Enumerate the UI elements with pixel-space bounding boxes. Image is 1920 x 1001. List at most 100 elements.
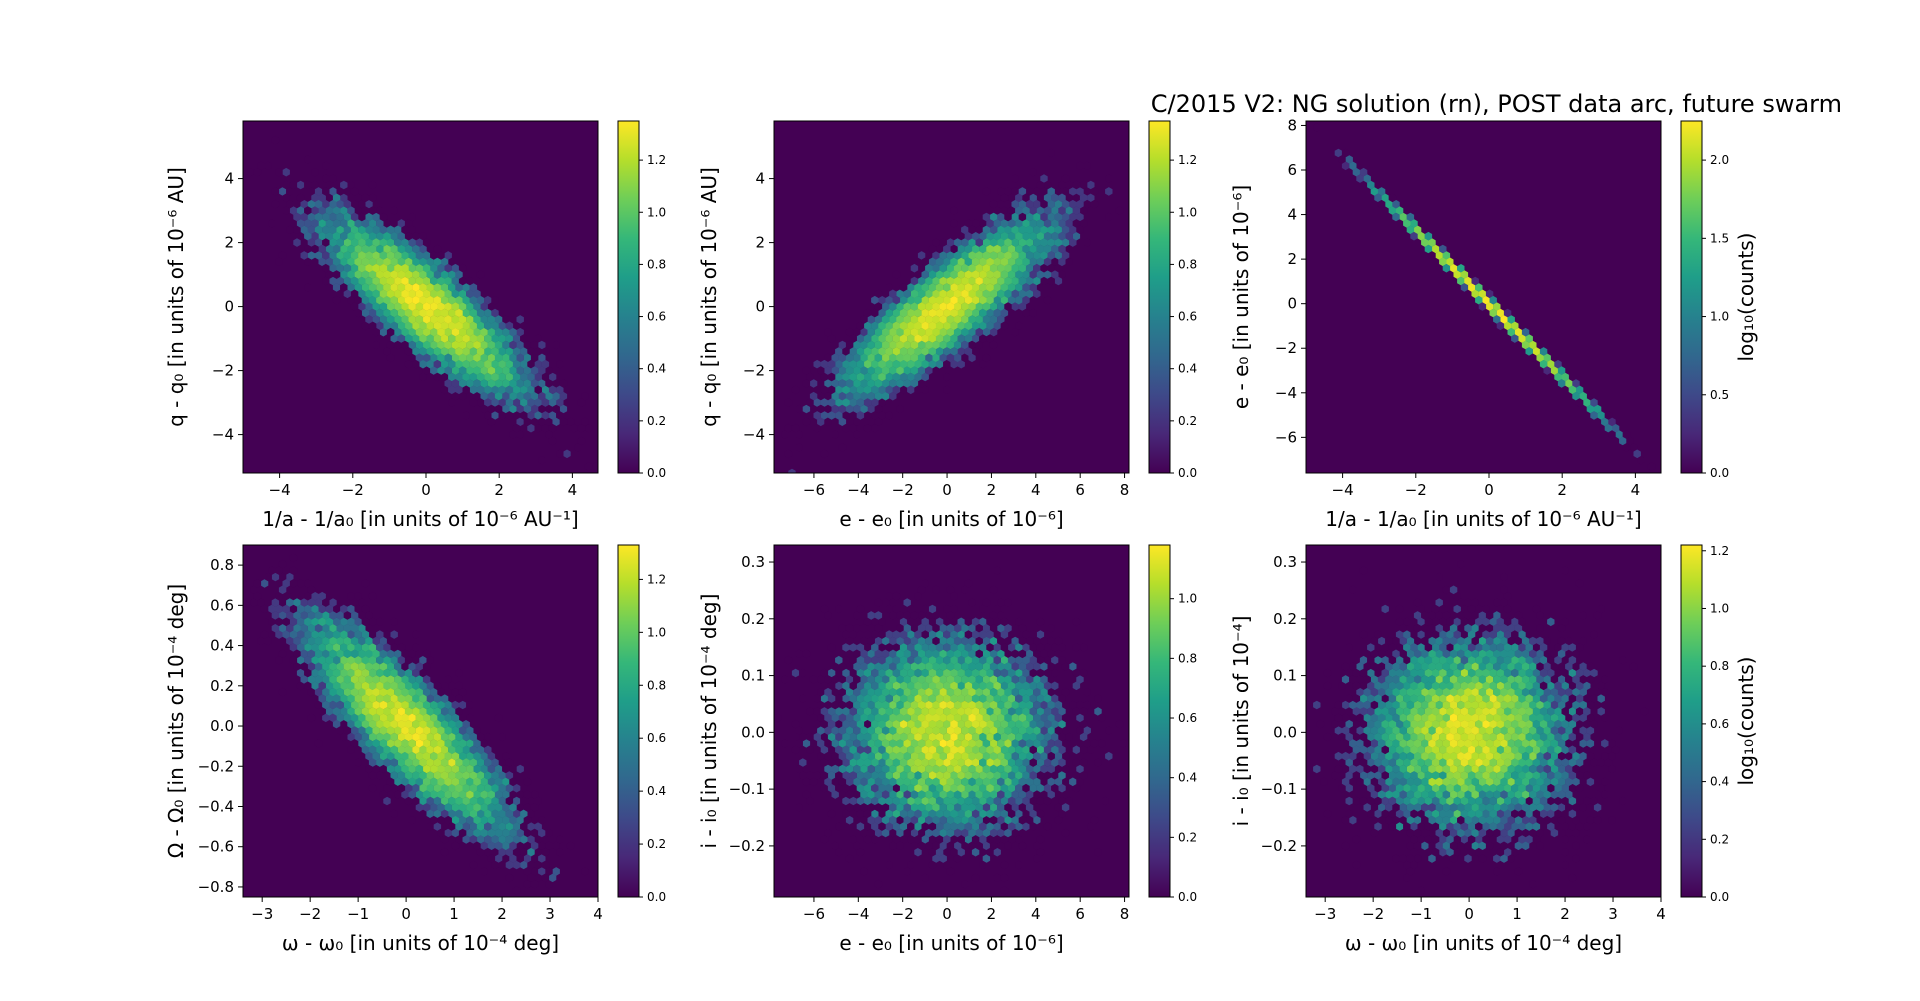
hex-cell	[1435, 598, 1443, 607]
hex-cell	[1485, 675, 1494, 684]
hex-cell	[943, 668, 951, 678]
y-tick-label: −0.1	[1261, 780, 1297, 798]
hex-cell	[480, 790, 488, 799]
hex-cell	[856, 847, 865, 857]
hex-cell	[1496, 835, 1505, 844]
hex-cell	[899, 668, 908, 678]
hex-cell	[372, 327, 380, 337]
hex-cell	[971, 655, 980, 665]
hex-cell	[469, 809, 478, 819]
hex-cell	[372, 687, 380, 697]
hex-cell	[827, 398, 836, 407]
hex-cell	[383, 257, 391, 267]
hex-cell	[1572, 854, 1580, 863]
hex-cell	[1374, 694, 1382, 703]
hex-cell	[943, 745, 951, 755]
hex-cell	[1453, 617, 1461, 627]
hex-cell	[1543, 790, 1551, 799]
hex-cell	[1601, 687, 1609, 697]
hex-cell	[516, 327, 524, 337]
hex-cell	[939, 302, 947, 311]
hex-cell	[874, 649, 883, 659]
hex-cell	[361, 630, 370, 639]
hex-cell	[910, 353, 919, 363]
hex-cell	[1007, 206, 1016, 215]
hex-cell	[1377, 713, 1386, 723]
hex-cell	[466, 815, 474, 825]
y-axis-label: i - i₀ [in units of 10⁻⁴]	[1229, 616, 1253, 827]
hex-cell	[286, 611, 294, 620]
hex-cell	[856, 668, 865, 678]
hex-cell	[397, 244, 406, 254]
hex-cell	[1029, 270, 1037, 279]
hex-cell	[1525, 745, 1533, 755]
hex-cell	[856, 732, 865, 742]
hex-cell	[1561, 372, 1569, 382]
hex-cell	[903, 867, 911, 876]
hex-cell	[350, 225, 359, 235]
hex-cell	[917, 251, 926, 260]
hex-cell	[1442, 751, 1451, 761]
hex-cell	[1040, 649, 1048, 659]
hex-cell	[523, 417, 532, 427]
hex-cell	[480, 751, 488, 761]
hex-cell	[347, 604, 355, 614]
hex-cell	[1529, 700, 1537, 710]
hex-cell	[376, 643, 384, 652]
hex-cell	[361, 694, 370, 703]
hex-cell	[1413, 726, 1422, 735]
hex-cell	[1370, 687, 1379, 697]
hex-cell	[318, 231, 326, 241]
hex-cell	[1018, 662, 1027, 671]
hex-cell	[1421, 764, 1429, 774]
hex-cell	[971, 668, 980, 678]
hex-cell	[314, 739, 323, 748]
hex-cell	[455, 822, 463, 831]
hex-cell	[1015, 732, 1023, 742]
hex-cell	[1428, 854, 1436, 863]
hex-cell	[889, 391, 897, 401]
hex-cell	[307, 611, 316, 620]
hex-cell	[1022, 219, 1030, 228]
hex-cell	[993, 604, 1001, 614]
hex-cell	[964, 835, 973, 844]
hex-cell	[892, 347, 901, 356]
hex-cell	[1496, 655, 1505, 665]
hex-cell	[1051, 745, 1059, 755]
hex-cell	[943, 347, 951, 356]
hex-cell	[806, 745, 814, 755]
hex-cell	[1543, 815, 1551, 825]
hex-cell	[282, 206, 290, 215]
hex-cell	[1464, 726, 1472, 735]
hex-cell	[871, 835, 879, 844]
x-tick-label: 2	[494, 481, 504, 499]
hex-cell	[774, 713, 782, 723]
hex-cell	[1377, 726, 1386, 735]
hex-cell	[889, 726, 897, 735]
hex-cell	[1022, 694, 1030, 703]
hex-cell	[899, 745, 908, 755]
hex-cell	[1431, 681, 1440, 691]
hex-cell	[455, 334, 463, 343]
hex-cell	[997, 764, 1005, 774]
hex-cell	[935, 359, 944, 369]
hex-cell	[863, 771, 872, 780]
hex-cell	[1568, 873, 1577, 883]
hex-cell	[368, 257, 377, 267]
hex-cell	[1489, 822, 1497, 831]
hex-cell	[505, 321, 514, 331]
hex-cell	[1579, 636, 1587, 646]
hex-cell	[487, 404, 496, 414]
hex-cell	[831, 751, 839, 761]
hex-cell	[874, 687, 883, 697]
hex-cell	[1457, 726, 1465, 735]
hex-cell	[1047, 726, 1055, 735]
hex-cell	[961, 225, 969, 235]
hex-cell	[1475, 783, 1483, 793]
hex-cell	[379, 675, 388, 684]
hex-cell	[1446, 783, 1454, 793]
hex-cell	[1561, 796, 1569, 806]
hex-cell	[925, 700, 933, 710]
hex-cell	[1015, 617, 1023, 627]
hex-cell	[361, 655, 370, 665]
